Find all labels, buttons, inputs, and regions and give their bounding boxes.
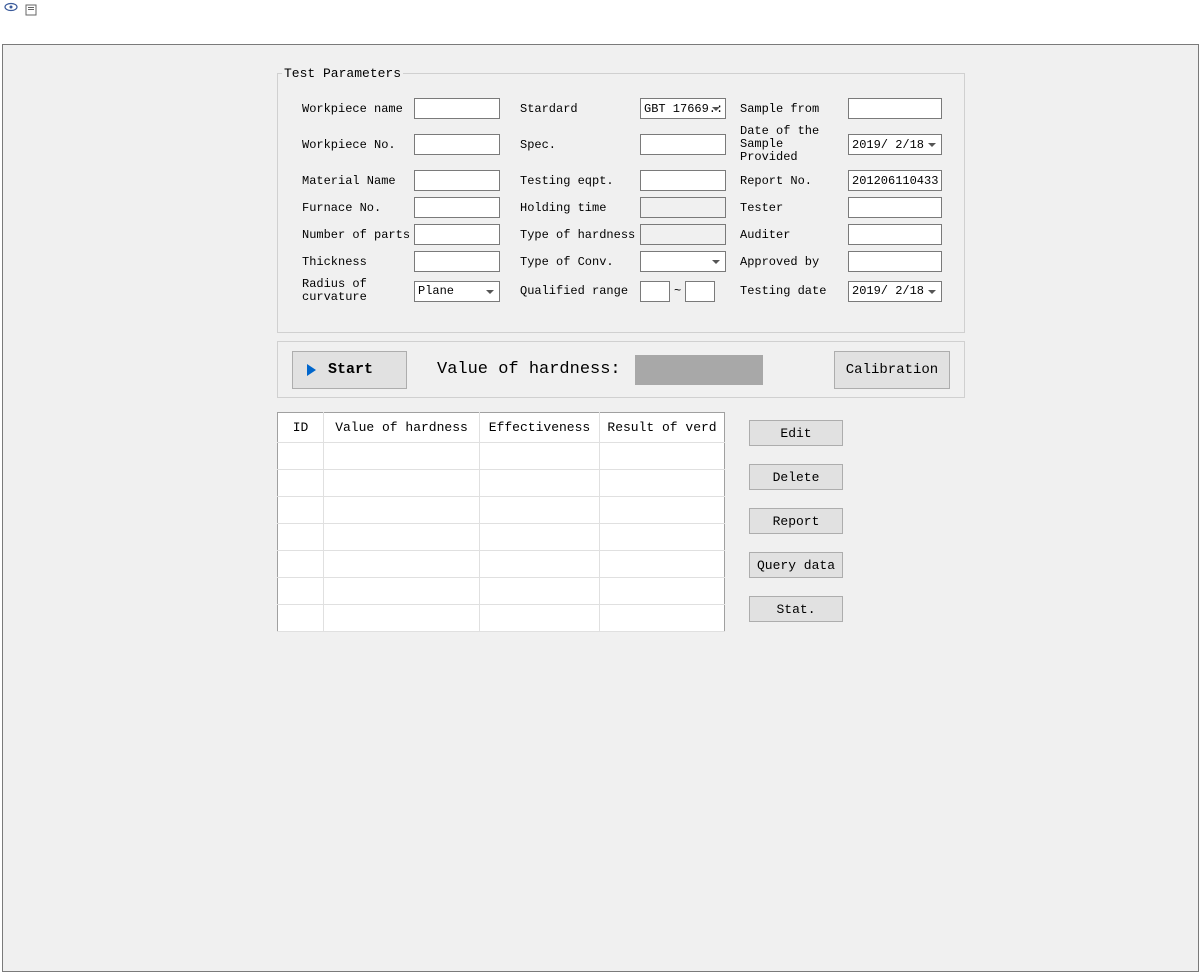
- label-date-sample: Date of theSample Provided: [740, 125, 848, 164]
- col-id: ID: [278, 413, 324, 443]
- input-number-of-parts[interactable]: [414, 224, 500, 245]
- input-range-max[interactable]: [685, 281, 715, 302]
- start-button-label: Start: [328, 361, 373, 378]
- input-auditer[interactable]: [848, 224, 942, 245]
- label-material-name: Material Name: [302, 174, 414, 188]
- window-titlebar: [0, 0, 1201, 42]
- table-row[interactable]: [278, 551, 725, 578]
- main-panel: Test Parameters Workpiece name Stardard …: [2, 44, 1199, 972]
- table-row[interactable]: [278, 470, 725, 497]
- select-type-of-conv[interactable]: [640, 251, 726, 272]
- table-row[interactable]: [278, 605, 725, 632]
- select-date-sample[interactable]: 2019/ 2/18: [848, 134, 942, 155]
- label-radius-curvature: Radius ofcurvature: [302, 278, 414, 304]
- input-material-name[interactable]: [414, 170, 500, 191]
- stat-button[interactable]: Stat.: [749, 596, 843, 622]
- label-auditer: Auditer: [740, 228, 848, 242]
- start-button[interactable]: Start: [292, 351, 407, 389]
- app-eye-icon: [4, 2, 18, 12]
- select-testing-date[interactable]: 2019/ 2/18: [848, 281, 942, 302]
- table-row[interactable]: [278, 578, 725, 605]
- input-furnace-no[interactable]: [414, 197, 500, 218]
- field-holding-time: [640, 197, 726, 218]
- input-report-no[interactable]: [848, 170, 942, 191]
- group-title: Test Parameters: [282, 66, 403, 81]
- col-result-verdict: Result of verd: [600, 413, 725, 443]
- value-of-hardness-box: [635, 355, 763, 385]
- test-parameters-group: Test Parameters Workpiece name Stardard …: [277, 73, 965, 333]
- play-icon: [307, 364, 316, 376]
- calibration-button[interactable]: Calibration: [834, 351, 950, 389]
- select-radius-curvature[interactable]: Plane: [414, 281, 500, 302]
- input-approved-by[interactable]: [848, 251, 942, 272]
- query-data-button[interactable]: Query data: [749, 552, 843, 578]
- report-button[interactable]: Report: [749, 508, 843, 534]
- results-table: ID Value of hardness Effectiveness Resul…: [277, 412, 725, 632]
- table-row[interactable]: [278, 443, 725, 470]
- input-testing-eqpt[interactable]: [640, 170, 726, 191]
- input-range-min[interactable]: [640, 281, 670, 302]
- label-number-of-parts: Number of parts: [302, 228, 414, 242]
- label-sample-from: Sample from: [740, 102, 848, 116]
- table-header-row: ID Value of hardness Effectiveness Resul…: [278, 413, 725, 443]
- label-type-of-hardness: Type of hardness: [520, 228, 640, 242]
- table-row[interactable]: [278, 524, 725, 551]
- document-icon: [25, 4, 39, 16]
- input-thickness[interactable]: [414, 251, 500, 272]
- input-sample-from[interactable]: [848, 98, 942, 119]
- label-spec: Spec.: [520, 138, 640, 152]
- label-tester: Tester: [740, 201, 848, 215]
- col-value-hardness: Value of hardness: [324, 413, 480, 443]
- input-spec[interactable]: [640, 134, 726, 155]
- input-tester[interactable]: [848, 197, 942, 218]
- label-workpiece-no: Workpiece No.: [302, 138, 414, 152]
- lower-section: ID Value of hardness Effectiveness Resul…: [277, 412, 965, 632]
- col-effectiveness: Effectiveness: [480, 413, 600, 443]
- label-qualified-range: Qualified range: [520, 284, 640, 298]
- label-testing-date: Testing date: [740, 284, 848, 298]
- action-bar: Start Value of hardness: Calibration: [277, 341, 965, 398]
- label-approved-by: Approved by: [740, 255, 848, 269]
- label-testing-eqpt: Testing eqpt.: [520, 174, 640, 188]
- label-type-of-conv: Type of Conv.: [520, 255, 640, 269]
- table-row[interactable]: [278, 497, 725, 524]
- label-standard: Stardard: [520, 102, 640, 116]
- label-thickness: Thickness: [302, 255, 414, 269]
- select-standard[interactable]: GBT 17669.:: [640, 98, 726, 119]
- label-report-no: Report No.: [740, 174, 848, 188]
- value-of-hardness-label: Value of hardness:: [437, 360, 621, 379]
- label-workpiece-name: Workpiece name: [302, 102, 414, 116]
- range-separator: ~: [674, 284, 681, 298]
- form-grid: Workpiece name Stardard GBT 17669.: Samp…: [302, 98, 944, 304]
- input-workpiece-name[interactable]: [414, 98, 500, 119]
- label-holding-time: Holding time: [520, 201, 640, 215]
- edit-button[interactable]: Edit: [749, 420, 843, 446]
- input-workpiece-no[interactable]: [414, 134, 500, 155]
- delete-button[interactable]: Delete: [749, 464, 843, 490]
- qualified-range-wrap: ~: [640, 281, 726, 302]
- label-furnace-no: Furnace No.: [302, 201, 414, 215]
- field-type-of-hardness: [640, 224, 726, 245]
- side-buttons: Edit Delete Report Query data Stat.: [749, 412, 843, 632]
